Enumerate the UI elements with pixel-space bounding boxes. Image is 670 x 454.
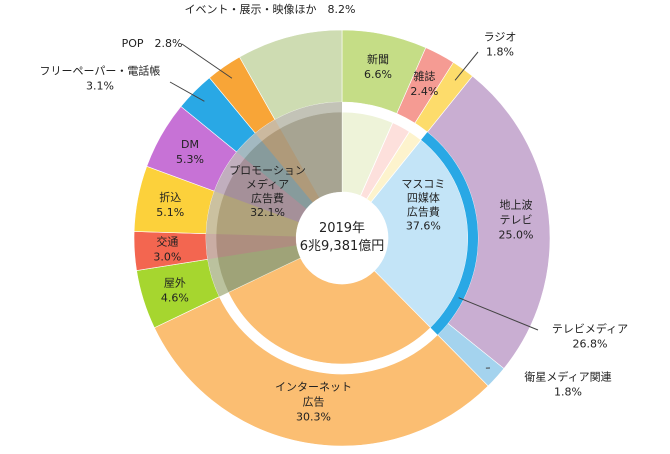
label-slice-e4baa4e9809a: 交通 3.0% — [153, 234, 181, 263]
inner-promo-shade — [206, 102, 342, 297]
leader-slice-pop — [181, 43, 233, 79]
label-slice-e696b0e8819e: 新聞 6.6% — [364, 52, 392, 81]
inner-tint-slice-dm — [214, 151, 307, 223]
center-hole — [296, 192, 388, 284]
leader-tv-media — [458, 297, 539, 331]
center-total: 6兆9,381億円 — [300, 238, 385, 254]
inner-tint-slice-e68a98e8bebc — [206, 191, 299, 237]
slice-e382a4e383b3e382bfe383bce3838de38383e383 — [153, 296, 489, 447]
leader-slice-e383a9e382b8e382aa — [454, 51, 479, 81]
label-slice-e5b18be5a496: 屋外 4.6% — [161, 276, 189, 304]
tv-media-band — [421, 132, 479, 335]
label-tv-media: テレビメディア 26.8% — [552, 322, 628, 351]
label-slice-e59cb0e4b88ae6b3a2e38386e383ace38393: 地上波テレビ 25.0% — [499, 198, 534, 241]
inner-label-slice-e38397e383ade383a2e383bce382b7e383a7e383: プロモーションメディア広告費 32.1% — [229, 164, 306, 219]
inner-tint-slice-e382a4e38399e383b3e38388e383bbe5b195e7a4 — [274, 102, 342, 198]
inner-label-slice-e3839ee382b9e382b3e3839fe59b9be5aa92e4bd: マスコミ四媒体広告費 37.6% — [401, 178, 445, 233]
label-slice-e68a98e8bebc: 折込 5.1% — [156, 190, 184, 219]
inner-tint-slice-e38395e383aae383bce3839ae383bce38391e383 — [236, 133, 313, 209]
center-year: 2019年 — [319, 221, 365, 236]
label-slice-e8a19be6989fe383a1e38387e382a3e382a2e996: 衛星メディア関連 1.8% — [524, 370, 611, 399]
inner-tint-slice-e5b18be5a496 — [207, 245, 301, 297]
label-slice-dm: DM 5.3% — [176, 138, 204, 166]
inner-tint-slice-e4baa4e9809a — [206, 233, 297, 260]
label-slice-e38395e383aae383bce3839ae383bce38391e383: フリーペーパー・電話帳 3.1% — [40, 64, 161, 93]
leader-slice-e38395e383aae383bce3839ae383bce38391e383 — [169, 81, 205, 102]
label-slice-e382a4e383b3e382bfe383bce3838de38383e383: インターネット広告 30.3% — [275, 381, 352, 424]
label-slice-pop: POP 2.8% — [122, 37, 183, 50]
inner-tint-slice-pop — [255, 119, 320, 203]
label-slice-e382a4e38399e383b3e38388e383bbe5b195e7a4: イベント・展示・映像ほか 8.2% — [185, 3, 356, 16]
inner-slice-e382a4e383b3e382bfe383bce3838de38383e383 — [227, 257, 431, 365]
label-slice-e383a9e382b8e382aa: ラジオ 1.8% — [484, 31, 517, 59]
slice-e382a4e38399e383b3e38388e383bbe5b195e7a4 — [239, 29, 343, 121]
label-slice-e99b91e8aa8c: 雑誌 2.4% — [410, 69, 438, 98]
